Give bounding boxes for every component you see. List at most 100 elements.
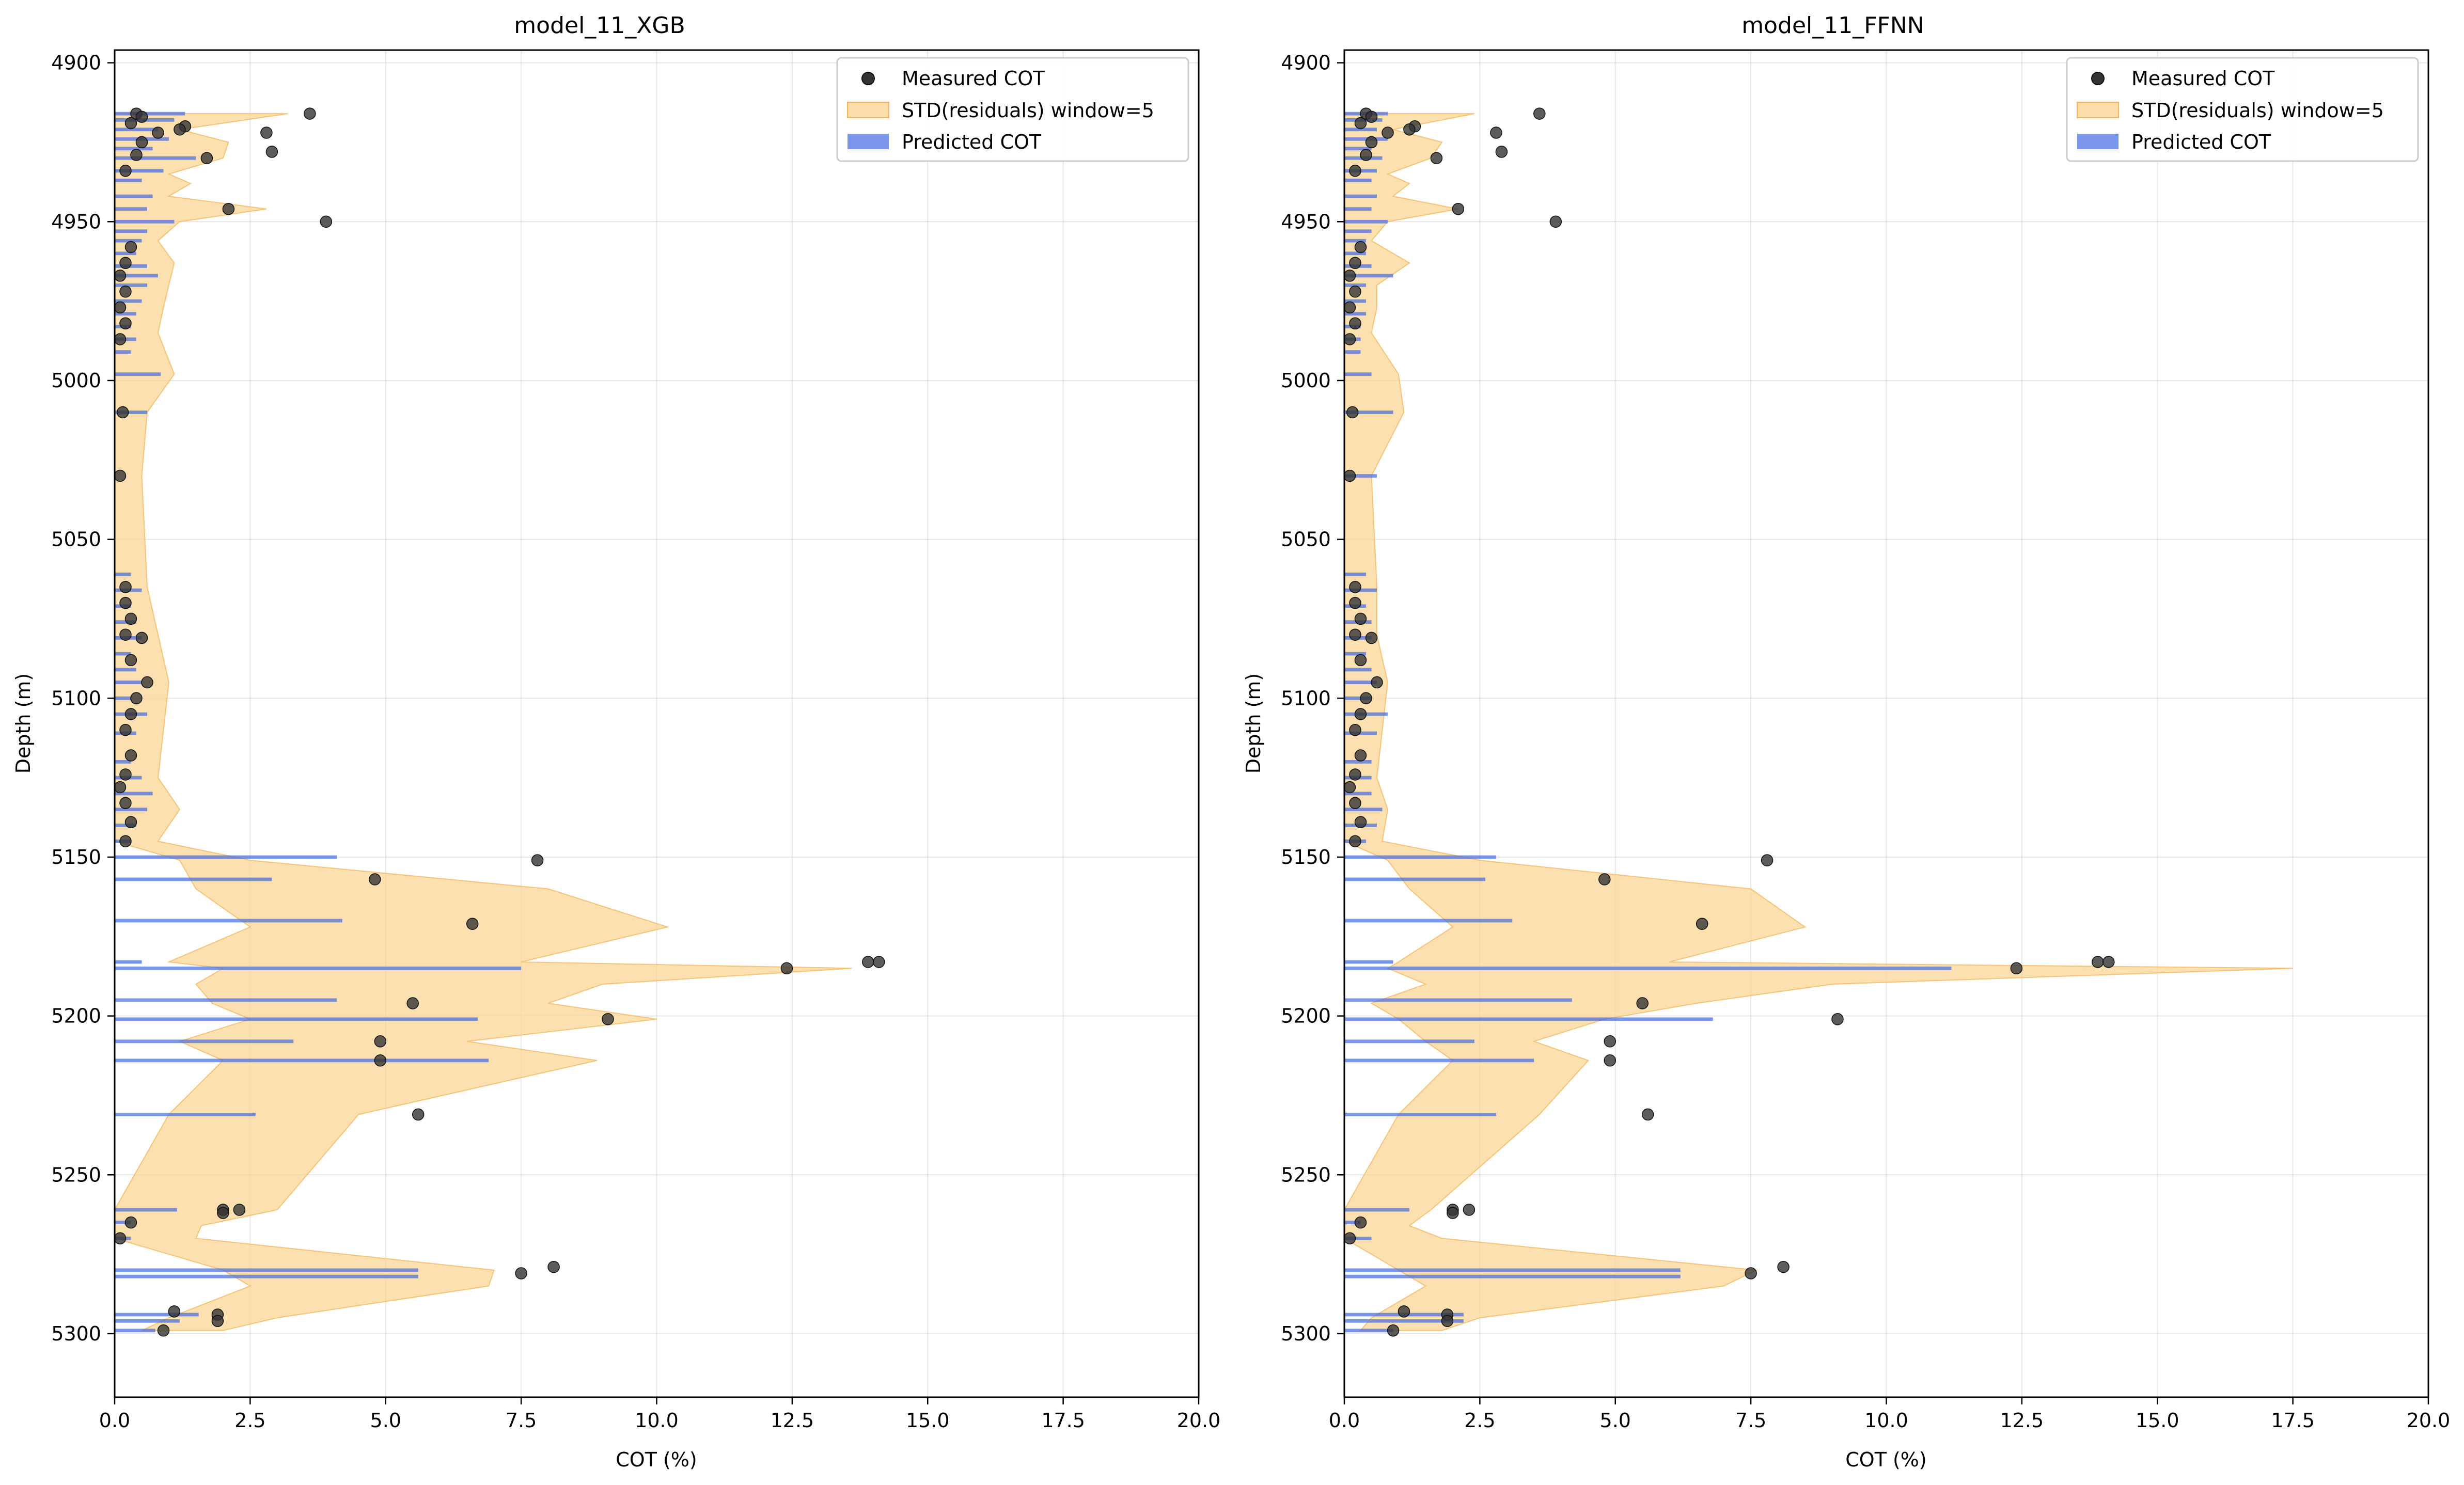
predicted-bar xyxy=(115,919,342,923)
chart-panel-xgb: model_11_XGB 0.0 2.5 5.0 7.5 10.0 12.5 15.0 17.… xyxy=(12,12,1220,1471)
y-tick-label: 4950 xyxy=(51,210,101,233)
predicted-bar xyxy=(115,1039,294,1044)
x-tick-label: 10.0 xyxy=(1864,1409,1908,1432)
predicted-bar xyxy=(1344,1274,1681,1278)
measured-point xyxy=(141,676,153,689)
measured-point xyxy=(135,110,148,123)
predicted-bar xyxy=(1344,696,1372,700)
predicted-bar xyxy=(1344,731,1377,735)
predicted-bar xyxy=(115,156,196,160)
measured-point xyxy=(1349,165,1361,177)
predicted-bar xyxy=(1344,919,1513,923)
y-tick-label: 5050 xyxy=(1281,528,1331,551)
legend-label-predicted: Predicted COT xyxy=(902,131,1042,153)
predicted-bar xyxy=(115,1319,180,1323)
measured-point xyxy=(1349,581,1361,593)
predicted-bar xyxy=(115,194,153,198)
predicted-bar xyxy=(115,1274,418,1278)
legend-marker-measured xyxy=(861,72,875,85)
predicted-bar xyxy=(1344,588,1377,592)
x-axis-label: COT (%) xyxy=(616,1448,697,1471)
measured-point xyxy=(130,149,143,161)
y-tick-label: 5150 xyxy=(1281,846,1331,868)
predicted-bar xyxy=(115,668,136,672)
predicted-bar xyxy=(115,1221,131,1224)
measured-point xyxy=(1343,1232,1356,1245)
measured-point xyxy=(1354,708,1367,720)
measured-point xyxy=(2010,962,2023,975)
measured-point xyxy=(1346,406,1359,419)
predicted-bar xyxy=(115,808,147,812)
predicted-bar xyxy=(1344,668,1372,672)
predicted-bar xyxy=(1344,147,1372,151)
y-tick-label: 5250 xyxy=(51,1163,101,1186)
measured-point xyxy=(157,1324,170,1337)
measured-point xyxy=(1349,596,1361,609)
chart-title: model_11_FFNN xyxy=(1741,12,1924,39)
measured-point xyxy=(1452,202,1465,215)
legend-label-std: STD(residuals) window=5 xyxy=(902,99,1154,122)
measured-point xyxy=(374,1054,387,1067)
predicted-bar xyxy=(1344,194,1377,198)
measured-point xyxy=(265,146,278,158)
predicted-bar xyxy=(115,1208,177,1212)
legend-label-measured: Measured COT xyxy=(2131,67,2275,90)
measured-point xyxy=(2092,956,2104,968)
predicted-bar xyxy=(1344,128,1377,132)
predicted-bar xyxy=(1344,1329,1393,1333)
measured-point xyxy=(124,816,137,829)
predicted-bar xyxy=(115,1017,478,1021)
measured-point xyxy=(124,612,137,625)
predicted-bar xyxy=(1344,760,1372,764)
measured-point xyxy=(130,692,143,705)
predicted-bar xyxy=(1344,229,1372,233)
measured-point xyxy=(124,749,137,762)
y-tick-label: 5250 xyxy=(1281,1163,1331,1186)
measured-point xyxy=(369,873,381,886)
measured-point xyxy=(1365,110,1378,123)
measured-point xyxy=(1349,724,1361,736)
predicted-bar xyxy=(115,178,142,182)
measured-point xyxy=(1354,241,1367,254)
predicted-bar xyxy=(115,372,161,376)
predicted-bar xyxy=(1344,350,1361,354)
y-tick-label: 5100 xyxy=(51,687,101,709)
y-tick-label: 5050 xyxy=(51,528,101,551)
predicted-bar xyxy=(115,350,131,354)
x-axis-ticks: 0.0 2.5 5.0 7.5 10.0 12.5 15.0 17.5 20.0 xyxy=(99,1397,1220,1432)
measured-point xyxy=(1349,835,1361,847)
measured-point xyxy=(873,956,885,968)
predicted-bar xyxy=(115,312,136,316)
predicted-bar xyxy=(115,792,153,796)
predicted-bar xyxy=(115,760,131,764)
predicted-bar xyxy=(1344,1113,1496,1116)
predicted-bar xyxy=(1344,274,1393,278)
predicted-bar xyxy=(1344,1237,1372,1240)
y-axis-ticks: 4900 4950 5000 5050 5100 5150 5200 5250 5300 xyxy=(51,52,115,1345)
predicted-bar xyxy=(1344,207,1372,211)
predicted-bar xyxy=(115,620,136,624)
measured-point xyxy=(1447,1207,1459,1219)
measured-point xyxy=(152,127,164,139)
measured-point xyxy=(1831,1013,1844,1025)
measured-point xyxy=(1343,469,1356,482)
x-tick-label: 0.0 xyxy=(1329,1409,1360,1432)
measured-point xyxy=(200,152,213,164)
measured-point xyxy=(119,285,132,298)
predicted-bar xyxy=(115,1113,256,1116)
y-tick-label: 5300 xyxy=(51,1322,101,1345)
x-tick-label: 7.5 xyxy=(506,1409,537,1432)
predicted-bar xyxy=(115,855,337,859)
measured-point xyxy=(1490,127,1502,139)
predicted-bar xyxy=(1344,960,1393,964)
predicted-bar xyxy=(1344,474,1377,478)
y-tick-label: 5000 xyxy=(51,369,101,392)
legend-label-std: STD(residuals) window=5 xyxy=(2131,99,2384,122)
predicted-bar xyxy=(115,966,522,970)
legend-frame xyxy=(2066,57,2419,162)
predicted-bar xyxy=(1344,299,1366,303)
y-tick-label: 4900 xyxy=(1281,52,1331,74)
predicted-bar xyxy=(1344,681,1377,684)
predicted-bar xyxy=(1344,572,1366,576)
x-tick-label: 12.5 xyxy=(2000,1409,2044,1432)
